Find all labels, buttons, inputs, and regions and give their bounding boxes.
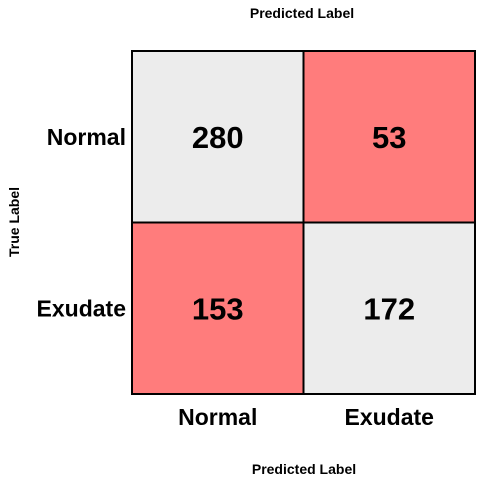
y-axis-title: True Label bbox=[6, 187, 22, 257]
column-labels: Normal Exudate bbox=[178, 404, 434, 430]
top-axis-title: Predicted Label bbox=[250, 5, 354, 21]
matrix-cell-1-2 bbox=[302, 50, 476, 224]
column-label-1: Normal bbox=[178, 404, 257, 430]
row-label-1: Normal bbox=[47, 124, 126, 150]
row-label-2: Exudate bbox=[37, 295, 126, 321]
x-axis-title: Predicted Label bbox=[252, 461, 356, 477]
matrix-value-1-2: 53 bbox=[372, 120, 406, 155]
matrix-cells bbox=[131, 50, 476, 395]
column-label-2: Exudate bbox=[345, 404, 434, 430]
matrix-cell-2-1 bbox=[131, 221, 305, 395]
matrix-cell-values: 280 53 153 172 bbox=[192, 120, 415, 327]
row-labels: Normal Exudate bbox=[37, 124, 126, 322]
matrix-value-1-1: 280 bbox=[192, 120, 244, 155]
matrix-value-2-1: 153 bbox=[192, 291, 244, 326]
matrix-cell-2-2 bbox=[302, 221, 476, 395]
matrix-value-2-2: 172 bbox=[363, 291, 415, 326]
matrix-cell-1-1 bbox=[131, 50, 305, 224]
